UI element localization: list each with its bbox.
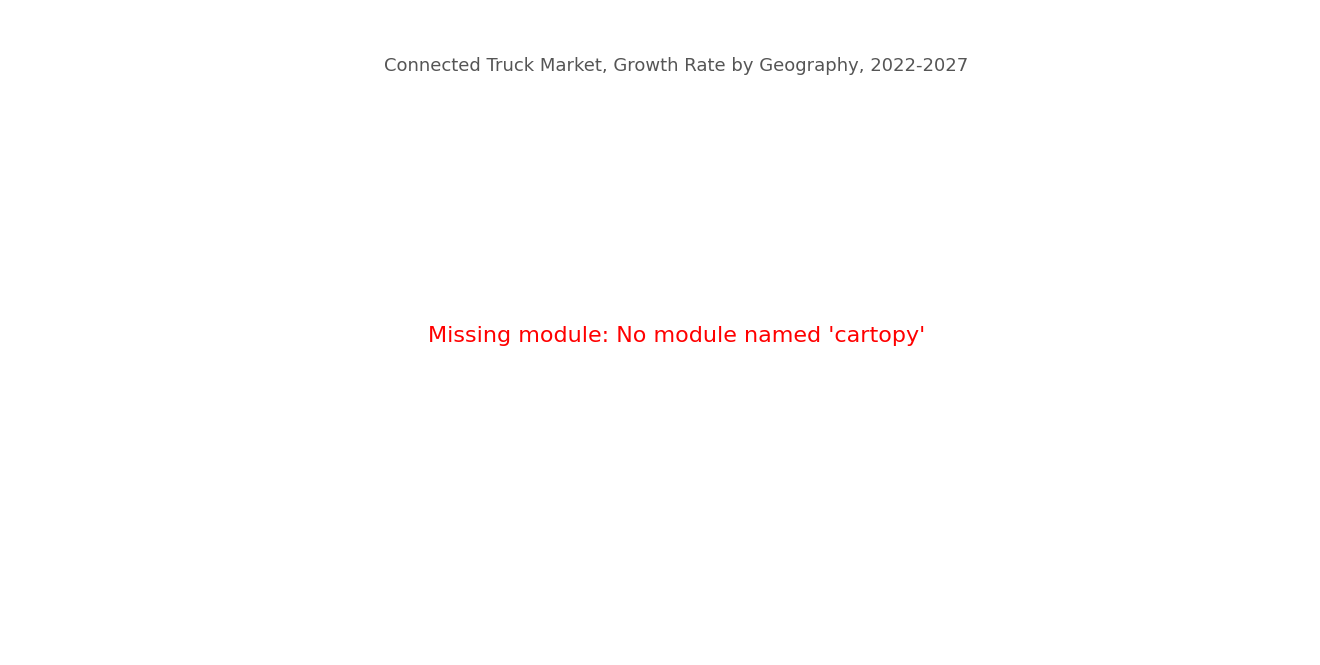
Title: Connected Truck Market, Growth Rate by Geography, 2022-2027: Connected Truck Market, Growth Rate by G… <box>384 57 969 75</box>
Text: Missing module: No module named 'cartopy': Missing module: No module named 'cartopy… <box>428 326 925 346</box>
